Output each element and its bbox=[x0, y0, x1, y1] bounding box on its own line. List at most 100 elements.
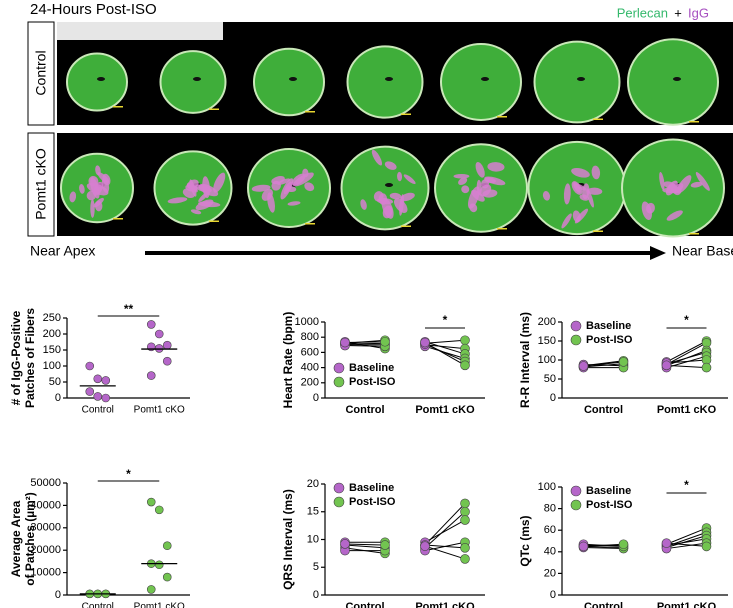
y-tick-label: 150 bbox=[538, 335, 556, 347]
scale-bar bbox=[497, 228, 507, 230]
lumen bbox=[673, 77, 681, 81]
pair-line bbox=[424, 511, 466, 549]
point bbox=[146, 371, 156, 380]
pair-line bbox=[666, 340, 707, 363]
igg-patch bbox=[665, 180, 678, 196]
y-tick-label: 15 bbox=[307, 506, 319, 518]
igg-patch bbox=[167, 197, 188, 204]
point bbox=[146, 320, 156, 329]
y-axis-label: of Patches (µm²) bbox=[23, 492, 37, 586]
point bbox=[162, 572, 172, 582]
stain-label: Perlecan bbox=[617, 5, 668, 20]
y-tick-label: 50 bbox=[49, 376, 61, 388]
point bbox=[154, 505, 164, 515]
direction-label: Near Base bbox=[672, 243, 733, 259]
pair-line bbox=[344, 341, 386, 350]
point bbox=[460, 506, 470, 517]
scale-bar bbox=[401, 113, 411, 115]
lumen bbox=[577, 77, 585, 81]
x-tick-label: Control bbox=[584, 404, 623, 416]
igg-patch bbox=[453, 173, 470, 179]
point bbox=[460, 335, 470, 346]
pair-line bbox=[424, 339, 466, 344]
pair-line bbox=[424, 519, 466, 543]
legend-swatch bbox=[570, 334, 582, 346]
legend-swatch bbox=[570, 499, 582, 511]
igg-patch bbox=[384, 161, 397, 170]
lumen bbox=[289, 77, 297, 81]
igg-patch bbox=[97, 172, 110, 184]
point bbox=[420, 541, 430, 551]
y-tick-label: 100 bbox=[43, 360, 61, 372]
point bbox=[380, 336, 390, 347]
y-tick-label: 400 bbox=[301, 362, 319, 374]
y-tick-label: 200 bbox=[43, 328, 61, 340]
pair-line bbox=[666, 359, 707, 364]
pair-line bbox=[424, 344, 466, 350]
x-tick-label: Pomt1 cKO bbox=[415, 404, 475, 416]
igg-patch bbox=[690, 181, 703, 188]
legend-label: Post-ISO bbox=[586, 334, 633, 346]
y-tick-label: 30000 bbox=[30, 522, 61, 534]
pair-line bbox=[424, 545, 466, 560]
y-tick-label: 80 bbox=[544, 503, 556, 515]
lumen bbox=[481, 77, 489, 81]
point bbox=[340, 337, 350, 348]
igg-patch bbox=[79, 184, 85, 194]
scale-bar bbox=[209, 108, 219, 110]
igg-patch bbox=[666, 210, 683, 221]
y-tick-label: 20 bbox=[307, 478, 319, 490]
scale-bar bbox=[305, 111, 315, 113]
y-tick-label: 1000 bbox=[295, 316, 319, 328]
y-tick-label: 0 bbox=[55, 392, 61, 404]
pair-line bbox=[344, 342, 386, 345]
igg-patch bbox=[198, 191, 210, 203]
igg-patch bbox=[458, 177, 468, 185]
igg-patch bbox=[371, 149, 383, 166]
pair-line bbox=[344, 544, 386, 549]
igg-patch bbox=[481, 179, 490, 189]
tissue-section bbox=[159, 50, 227, 114]
x-tick-label: Control bbox=[82, 405, 114, 416]
point bbox=[162, 356, 172, 366]
igg-patch bbox=[90, 199, 95, 218]
y-axis-label: QRS Interval (ms) bbox=[281, 489, 295, 590]
point bbox=[460, 498, 470, 509]
tissue-section bbox=[253, 47, 325, 117]
igg-patch bbox=[381, 197, 394, 219]
y-axis-label: Heart Rate (bpm) bbox=[281, 312, 295, 409]
igg-patch bbox=[574, 208, 589, 224]
direction-label: Near Apex bbox=[30, 243, 95, 259]
scale-bar bbox=[401, 225, 411, 227]
scale-bar bbox=[305, 223, 315, 225]
igg-patch bbox=[487, 162, 505, 172]
scale-bar bbox=[593, 230, 603, 232]
igg-patch bbox=[646, 202, 655, 214]
legend-swatch bbox=[333, 482, 345, 494]
igg-patch bbox=[469, 203, 478, 213]
x-tick-label: Control bbox=[345, 601, 384, 608]
y-tick-label: 40 bbox=[544, 546, 556, 558]
point bbox=[162, 541, 172, 551]
point bbox=[701, 541, 712, 552]
legend-swatch bbox=[570, 485, 582, 497]
x-tick-label: Pomt1 cKO bbox=[134, 602, 185, 608]
igg-patch bbox=[287, 201, 301, 206]
legend-label: Baseline bbox=[349, 482, 394, 494]
y-tick-label: 200 bbox=[301, 377, 319, 389]
igg-patch bbox=[542, 191, 551, 201]
pair-line bbox=[583, 361, 624, 367]
y-tick-label: 0 bbox=[550, 589, 556, 601]
pair-line bbox=[344, 341, 386, 344]
pair-line bbox=[666, 542, 707, 547]
point bbox=[661, 360, 672, 371]
y-axis-label: Average Area bbox=[9, 500, 23, 577]
igg-patch bbox=[267, 192, 275, 213]
igg-patch bbox=[571, 167, 590, 178]
igg-patch bbox=[271, 180, 281, 191]
point bbox=[146, 497, 156, 507]
point bbox=[154, 329, 164, 339]
igg-patch bbox=[195, 199, 214, 211]
x-tick-label: Control bbox=[82, 602, 114, 608]
legend-label: Post-ISO bbox=[586, 499, 633, 511]
